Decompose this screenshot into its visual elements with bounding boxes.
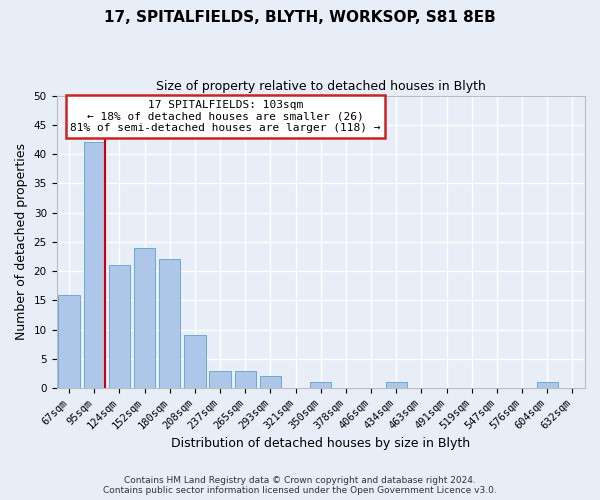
Bar (58, 294, 80, 388)
Bar (235, 370, 256, 388)
X-axis label: Distribution of detached houses by size in Blyth: Distribution of detached houses by size … (171, 437, 470, 450)
Bar (310, 382, 331, 388)
Y-axis label: Number of detached properties: Number of detached properties (15, 144, 28, 340)
Text: Contains HM Land Registry data © Crown copyright and database right 2024.
Contai: Contains HM Land Registry data © Crown c… (103, 476, 497, 495)
Text: 17, SPITALFIELDS, BLYTH, WORKSOP, S81 8EB: 17, SPITALFIELDS, BLYTH, WORKSOP, S81 8E… (104, 10, 496, 25)
Bar (134, 248, 155, 388)
Bar (386, 382, 407, 388)
Bar (159, 260, 181, 388)
Title: Size of property relative to detached houses in Blyth: Size of property relative to detached ho… (156, 80, 486, 93)
Bar (83, 142, 105, 388)
Bar (209, 370, 231, 388)
Bar (184, 336, 206, 388)
Bar (109, 266, 130, 388)
Text: 17 SPITALFIELDS: 103sqm
← 18% of detached houses are smaller (26)
81% of semi-de: 17 SPITALFIELDS: 103sqm ← 18% of detache… (70, 100, 381, 133)
Bar (260, 376, 281, 388)
Bar (536, 382, 558, 388)
